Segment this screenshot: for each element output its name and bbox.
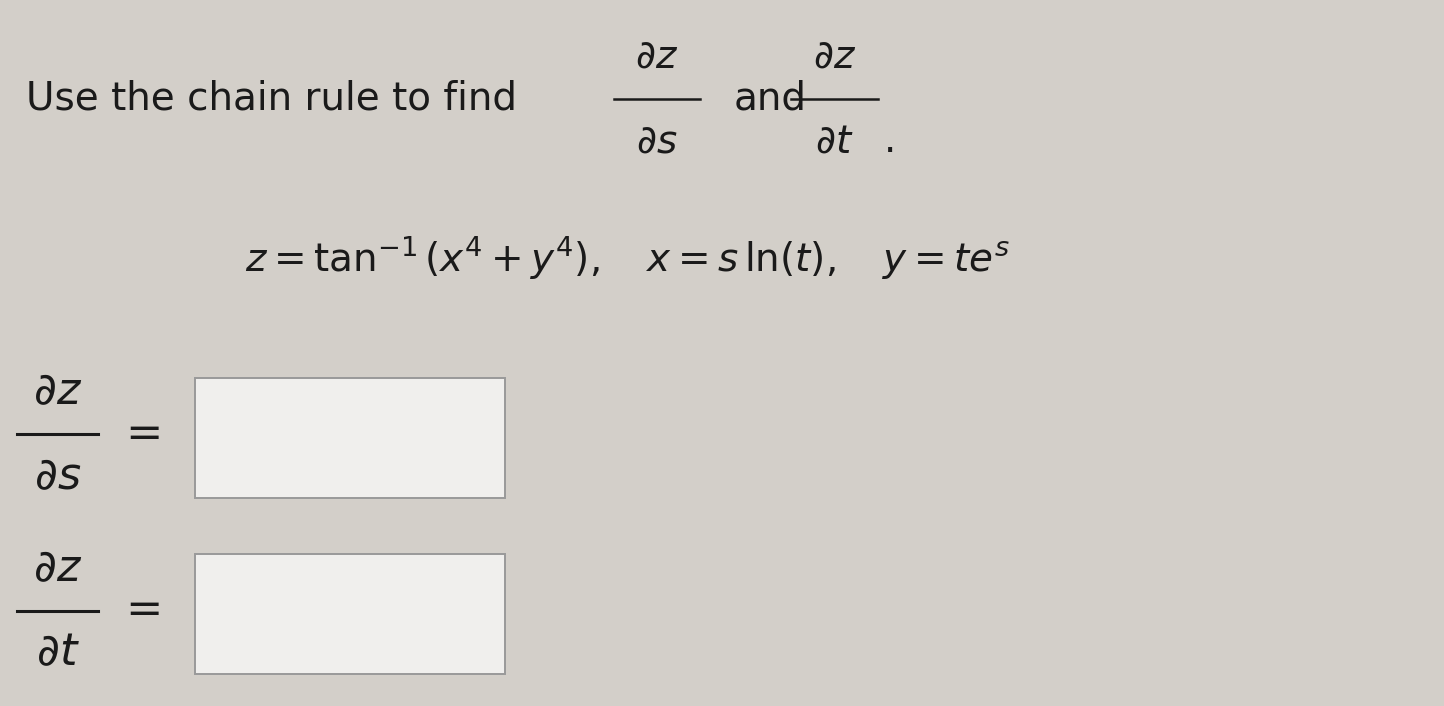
Text: $\partial s$: $\partial s$: [637, 122, 677, 160]
Text: .: .: [884, 122, 897, 160]
Text: $\partial s$: $\partial s$: [35, 455, 81, 498]
Text: $\partial z$: $\partial z$: [813, 37, 856, 76]
Text: $\partial t$: $\partial t$: [816, 122, 853, 160]
Text: =: =: [126, 590, 163, 632]
Text: $\partial z$: $\partial z$: [635, 37, 679, 76]
Text: =: =: [126, 413, 163, 455]
Text: and: and: [734, 80, 807, 118]
Text: $\partial z$: $\partial z$: [33, 547, 82, 590]
Text: $z = \tan^{-1}(x^4 + y^4), \quad x = s\,\ln(t), \quad y = te^s$: $z = \tan^{-1}(x^4 + y^4), \quad x = s\,…: [245, 234, 1011, 281]
Text: $\partial t$: $\partial t$: [36, 632, 79, 674]
Text: $\partial z$: $\partial z$: [33, 371, 82, 413]
Text: Use the chain rule to find: Use the chain rule to find: [26, 80, 517, 118]
FancyBboxPatch shape: [195, 378, 505, 498]
FancyBboxPatch shape: [195, 554, 505, 674]
